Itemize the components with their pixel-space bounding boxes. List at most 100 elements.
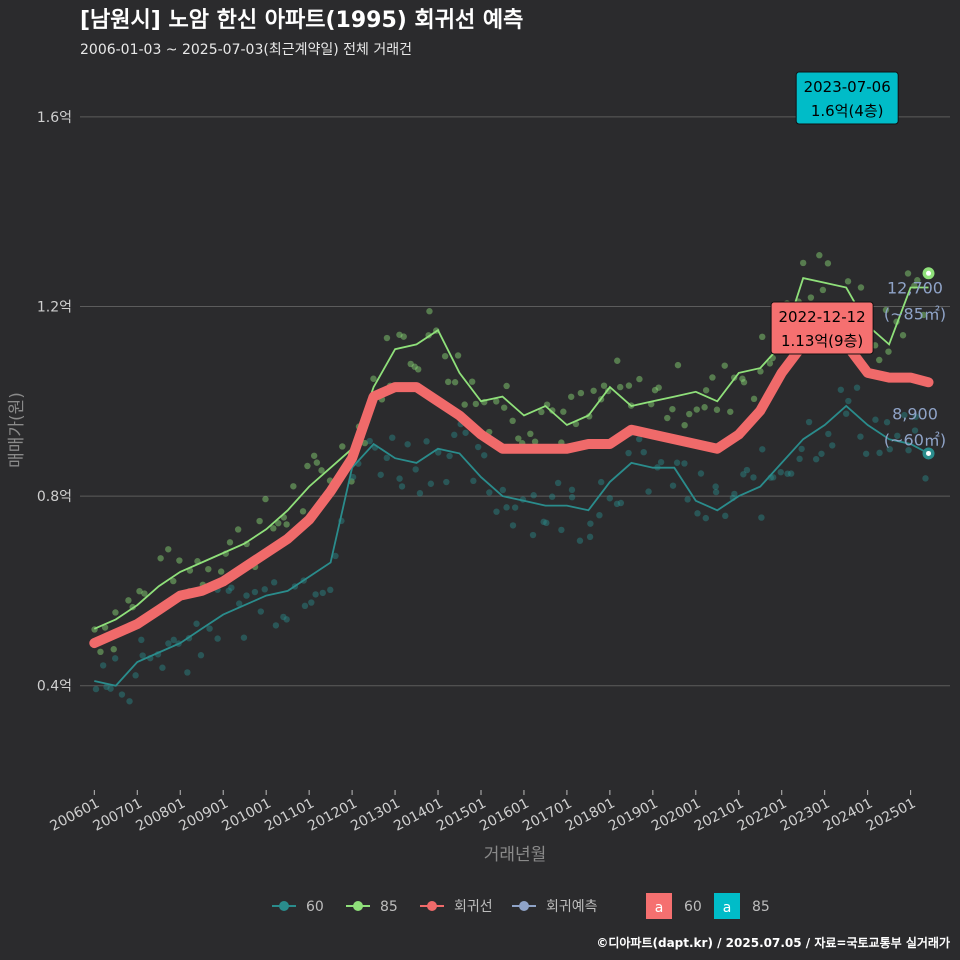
trade-point (548, 493, 556, 500)
trade-point (613, 500, 621, 508)
trade-point (370, 375, 377, 382)
trade-point (674, 361, 682, 369)
point-line-icon (279, 901, 289, 911)
trade-point (205, 565, 212, 573)
trade-point (451, 379, 459, 386)
trade-point (568, 486, 576, 494)
trade-point (560, 408, 567, 415)
legend-label-glyph: a (655, 900, 664, 916)
trade-point (103, 683, 110, 691)
legend-label-text: 60 (684, 899, 702, 915)
trade-point (540, 518, 547, 526)
trade-point (101, 624, 109, 631)
trade-point (118, 691, 126, 698)
trade-point (503, 504, 510, 511)
trade-point (673, 459, 681, 466)
trade-point (503, 382, 510, 390)
trade-point (256, 517, 263, 525)
trade-point (318, 467, 325, 474)
x-axis-title: 거래년월 (484, 845, 547, 865)
trade-point (112, 609, 119, 616)
trade-point (396, 331, 403, 338)
trade-point (125, 597, 132, 604)
trade-point (275, 520, 282, 527)
trade-point (905, 446, 912, 454)
y-tick-label: 0.4억 (37, 679, 72, 695)
trade-point (702, 514, 710, 522)
trade-point (842, 410, 850, 417)
trade-point (876, 449, 883, 457)
trade-point (411, 363, 418, 370)
trade-point (243, 592, 250, 599)
trade-point (92, 685, 100, 693)
trade-point (727, 408, 734, 415)
trade-point (228, 584, 235, 591)
trade-point (616, 383, 624, 391)
trade-point (920, 311, 927, 319)
trade-point (787, 470, 795, 477)
trade-point (481, 452, 488, 459)
trade-point (568, 393, 575, 400)
trade-point (515, 435, 522, 442)
trade-point (304, 462, 311, 470)
trade-point (554, 479, 562, 487)
trade-point (299, 508, 307, 515)
trade-point (251, 588, 259, 596)
trade-point (139, 652, 146, 659)
trade-point (558, 526, 565, 534)
gridlines (80, 116, 950, 687)
trade-point (712, 488, 720, 496)
trade-point (451, 431, 458, 439)
trade-point (739, 375, 746, 382)
trade-point (758, 514, 765, 521)
trade-point (272, 622, 280, 629)
trade-point (651, 386, 659, 394)
trade-point (423, 438, 430, 445)
end-value-label: 12,700 (887, 278, 943, 297)
trade-point (759, 446, 766, 453)
trade-point (640, 448, 647, 456)
trade-point (576, 537, 584, 544)
trade-point (922, 475, 929, 482)
trade-point (899, 332, 907, 339)
trade-point (777, 468, 784, 476)
x-tick-label: 202501 (864, 795, 919, 834)
legend-label-swatch (714, 893, 740, 919)
trade-point (549, 407, 556, 414)
trade-point (614, 357, 621, 364)
point-line-icon (353, 901, 363, 911)
trade-point (446, 452, 453, 460)
trade-point (904, 270, 912, 277)
annotation-box (795, 71, 899, 125)
trade-point (587, 520, 594, 527)
trade-point (845, 397, 852, 405)
trade-point (206, 625, 213, 632)
trade-point (319, 589, 326, 597)
trade-point (339, 443, 346, 450)
trade-point (876, 356, 883, 364)
trade-point (176, 557, 183, 564)
legend-label-swatch (646, 893, 672, 919)
trade-point (586, 413, 593, 420)
trade-point (657, 458, 665, 466)
trade-point (912, 413, 919, 420)
legend-label: 85 (380, 899, 398, 915)
trade-point (882, 306, 890, 314)
trade-point (914, 277, 921, 284)
trade-point (750, 474, 757, 481)
trade-point (461, 401, 468, 408)
trade-point (383, 454, 391, 462)
trade-point (596, 511, 603, 519)
trade-point (400, 333, 407, 340)
trade-point (214, 635, 221, 642)
annotation-value: 1.6억(4층) (811, 102, 884, 120)
point-line-icon (427, 901, 437, 911)
trade-point (799, 259, 807, 267)
legend-label-text: 85 (752, 899, 770, 915)
trade-point (283, 521, 290, 528)
trade-point (805, 418, 813, 426)
trade-point (132, 672, 139, 679)
trade-point (257, 608, 265, 615)
end-point-core (926, 450, 932, 456)
trade-point (280, 613, 287, 621)
